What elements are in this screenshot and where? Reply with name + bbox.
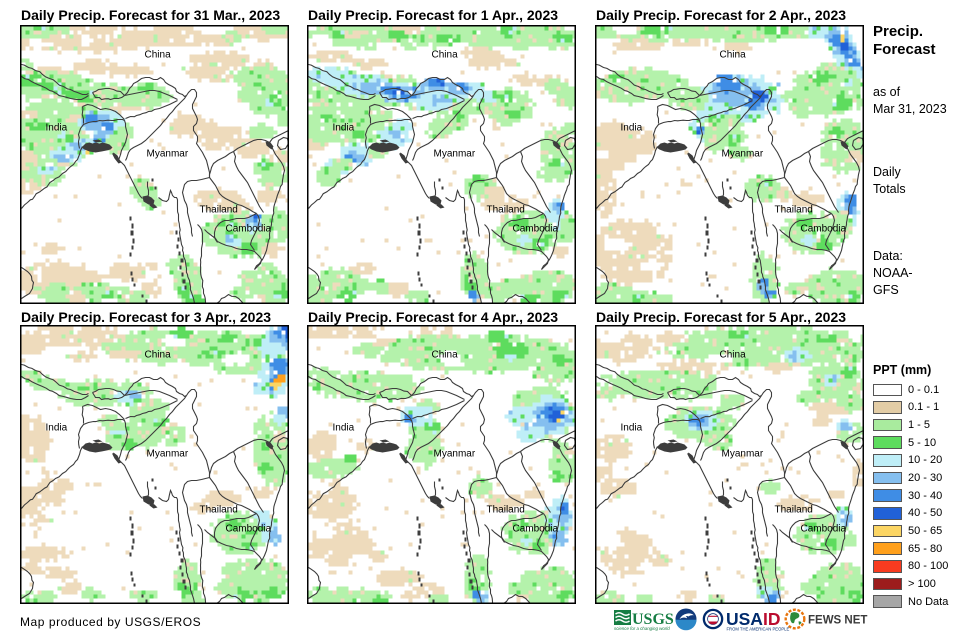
svg-text:USAID: USAID: [726, 609, 780, 629]
svg-text:FEWS NET: FEWS NET: [808, 615, 867, 627]
svg-text:USGS: USGS: [632, 611, 674, 628]
svg-text:science for a changing world: science for a changing world: [614, 626, 670, 631]
svg-text:FROM THE AMERICAN PEOPLE: FROM THE AMERICAN PEOPLE: [727, 626, 790, 631]
